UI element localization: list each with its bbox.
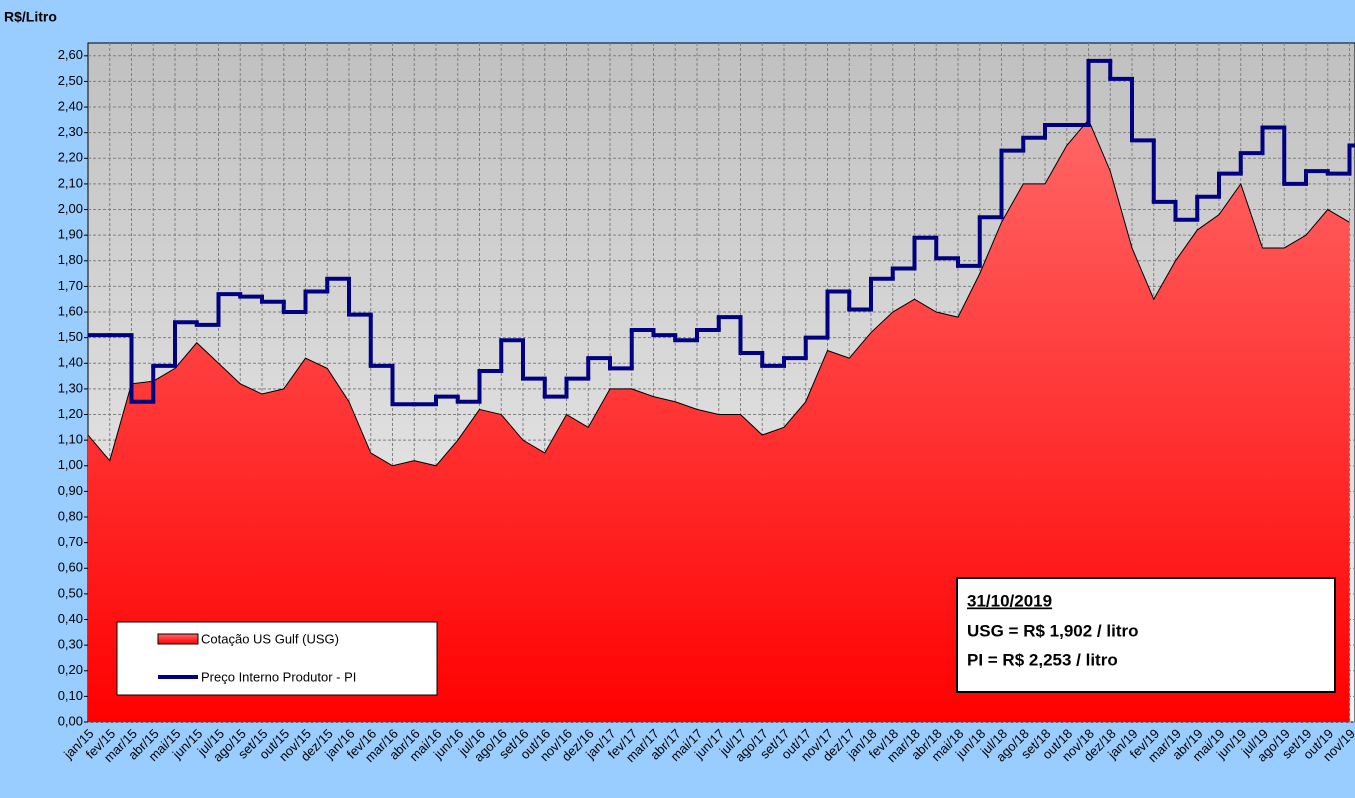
y-tick-label: 1,90 <box>58 227 83 242</box>
y-tick-label: 0,30 <box>58 637 83 652</box>
legend-swatch <box>157 633 199 645</box>
y-tick-label: 2,10 <box>58 175 83 190</box>
y-tick-label: 0,70 <box>58 534 83 549</box>
pi-step-connector <box>129 60 1352 405</box>
y-tick-label: 1,20 <box>58 406 83 421</box>
annotation-text: PI = R$ 2,253 / litro <box>967 650 1118 669</box>
y-tick-label: 0,10 <box>58 688 83 703</box>
plot <box>88 58 1355 723</box>
y-tick-label: 0,00 <box>58 713 83 728</box>
y-tick-label: 1,00 <box>58 457 83 472</box>
legend-label: Preço Interno Produtor - PI <box>201 669 356 684</box>
y-tick-label: 2,60 <box>58 47 83 62</box>
y-tick-label: 1,10 <box>58 432 83 447</box>
y-tick-label: 2,50 <box>58 73 83 88</box>
y-tick-label: 2,20 <box>58 150 83 165</box>
y-tick-label: 1,40 <box>58 355 83 370</box>
y-tick-label: 0,90 <box>58 483 83 498</box>
y-axis-label: R$/Litro <box>4 9 57 25</box>
y-tick-label: 0,50 <box>58 585 83 600</box>
y-tick-label: 0,20 <box>58 662 83 677</box>
legend-label: Cotação US Gulf (USG) <box>201 631 339 646</box>
area <box>88 119 1350 723</box>
legend: Cotação US Gulf (USG) Preço Interno Prod… <box>116 621 438 696</box>
y-tick-label: 0,40 <box>58 611 83 626</box>
y-tick-label: 0,80 <box>58 508 83 523</box>
y-tick-label: 1,30 <box>58 380 83 395</box>
y-tick-label: 2,30 <box>58 124 83 139</box>
y-tick-label: 1,50 <box>58 329 83 344</box>
y-tick-label: 0,60 <box>58 560 83 575</box>
y-tick-label: 1,80 <box>58 252 83 267</box>
annotation: 31/10/2019 USG = R$ 1,902 / litro PI = R… <box>956 577 1336 693</box>
annotation-box <box>956 577 1336 693</box>
annotation-text: USG = R$ 1,902 / litro <box>967 621 1139 640</box>
area-outline <box>88 118 1350 467</box>
annotation-date: 31/10/2019 <box>967 591 1052 610</box>
y-tick-label: 2,40 <box>58 98 83 113</box>
y-tick-label: 1,60 <box>58 303 83 318</box>
y-tick-label: 2,00 <box>58 201 83 216</box>
y-tick-label: 1,70 <box>58 278 83 293</box>
